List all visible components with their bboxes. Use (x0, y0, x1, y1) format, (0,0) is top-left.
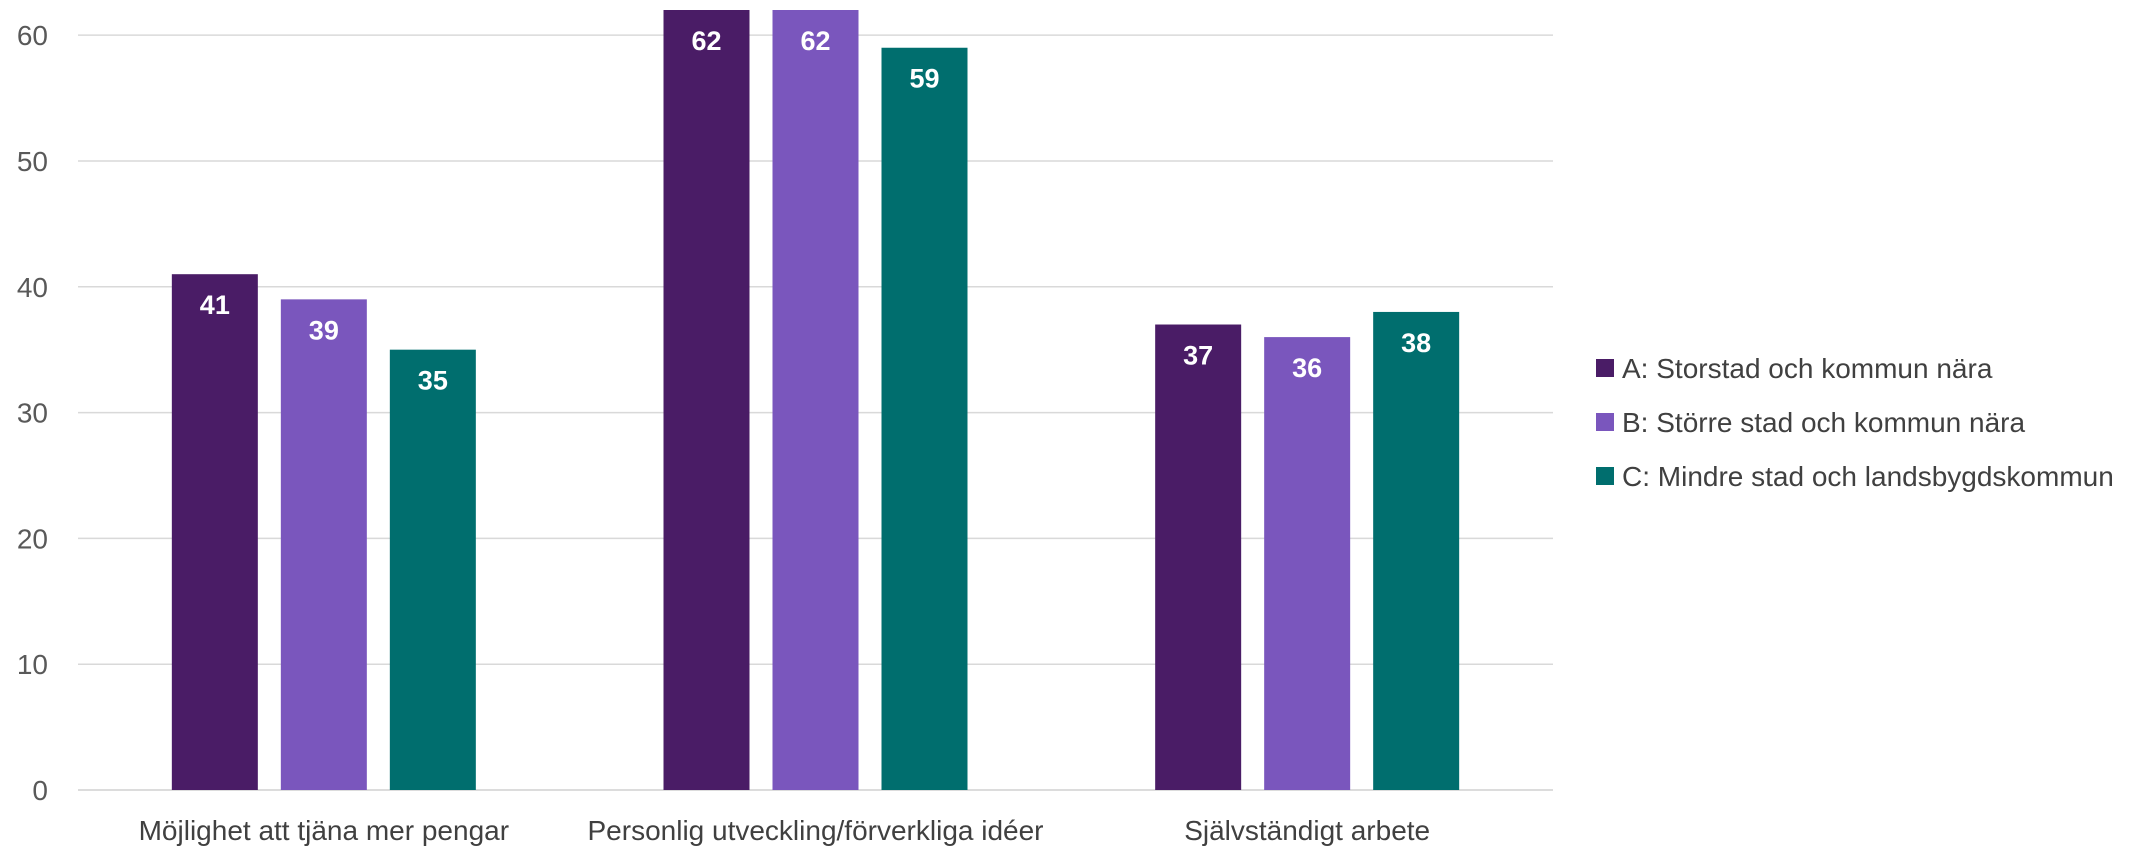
y-tick-label: 50 (17, 146, 48, 177)
bar (663, 10, 750, 790)
bar (881, 47, 968, 790)
y-axis-ticks: 0 10 20 30 40 50 60 (17, 20, 48, 806)
data-label: 36 (1292, 353, 1322, 383)
bar (1155, 324, 1242, 790)
legend-label: B: Större stad och kommun nära (1622, 407, 2026, 438)
data-label: 62 (800, 26, 830, 56)
y-tick-label: 60 (17, 20, 48, 51)
y-tick-label: 20 (17, 523, 48, 554)
data-label: 35 (418, 366, 448, 396)
bar (1373, 311, 1460, 790)
bar (171, 274, 258, 790)
data-label: 41 (200, 290, 230, 320)
legend-swatch (1596, 359, 1614, 377)
x-category-label: Självständigt arbete (1184, 815, 1430, 846)
legend-swatch (1596, 467, 1614, 485)
x-axis-categories: Möjlighet att tjäna mer pengar Personlig … (139, 815, 1431, 846)
legend: A: Storstad och kommun nära B: Större sta… (1596, 353, 2114, 492)
bar (1264, 337, 1351, 790)
y-tick-label: 0 (32, 775, 48, 806)
data-label: 38 (1401, 328, 1431, 358)
data-label: 59 (909, 64, 939, 94)
data-label: 37 (1183, 341, 1213, 371)
data-label: 39 (309, 315, 339, 345)
bar (280, 299, 367, 790)
y-tick-label: 30 (17, 398, 48, 429)
x-category-label: Personlig utveckling/förverkliga idéer (588, 815, 1044, 846)
bar (389, 349, 476, 790)
x-category-label: Möjlighet att tjäna mer pengar (139, 815, 509, 846)
legend-label: C: Mindre stad och landsbygdskommun (1622, 461, 2114, 492)
bars (171, 10, 1460, 790)
y-tick-label: 10 (17, 649, 48, 680)
legend-label: A: Storstad och kommun nära (1622, 353, 1993, 384)
data-labels: 41 39 35 62 62 59 37 36 38 (200, 26, 1431, 396)
legend-swatch (1596, 413, 1614, 431)
data-label: 62 (691, 26, 721, 56)
y-tick-label: 40 (17, 272, 48, 303)
bar (772, 10, 859, 790)
